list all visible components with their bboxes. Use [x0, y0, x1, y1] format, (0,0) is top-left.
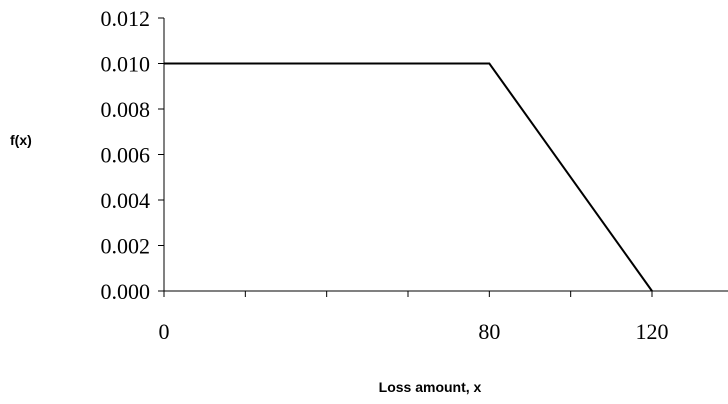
y-tick-label: 0.010 [101, 52, 151, 77]
density-line [164, 62, 653, 292]
y-tick-label: 0.002 [101, 234, 151, 259]
x-axis-title: Loss amount, x [379, 379, 482, 395]
y-tick-label: 0.000 [101, 279, 151, 304]
y-axis: 0.000 0.002 0.004 0.006 0.008 0.010 0.012 [101, 6, 165, 304]
x-axis: 0 80 120 [159, 290, 728, 344]
x-tick-label: 120 [636, 319, 669, 344]
x-tick-label: 0 [159, 319, 170, 344]
series-group [164, 62, 653, 292]
y-tick-label: 0.012 [101, 6, 151, 31]
y-axis-title: f(x) [10, 132, 32, 148]
y-tick-label: 0.008 [101, 97, 151, 122]
y-tick-label: 0.004 [101, 188, 151, 213]
y-tick-label: 0.006 [101, 143, 151, 168]
x-tick-label: 80 [478, 319, 500, 344]
